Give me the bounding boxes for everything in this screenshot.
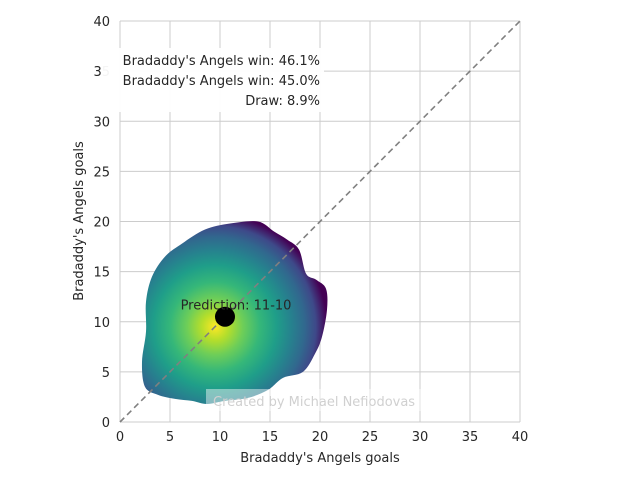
y-axis-label: Bradaddy's Angels goals <box>72 141 87 301</box>
x-tick-label: 35 <box>462 430 479 445</box>
x-tick-label: 15 <box>262 430 279 445</box>
x-tick-label: 0 <box>116 430 124 445</box>
y-tick-label: 30 <box>93 115 110 130</box>
annotation-box <box>102 48 324 112</box>
x-tick-label: 20 <box>312 430 329 445</box>
watermark-box <box>206 389 428 411</box>
y-tick-label: 25 <box>93 165 110 180</box>
x-axis-ticks: 0 5 10 15 20 25 30 35 40 <box>116 430 528 445</box>
y-tick-label: 20 <box>93 216 110 231</box>
y-tick-label: 5 <box>102 366 110 381</box>
x-tick-label: 5 <box>166 430 174 445</box>
prediction-marker <box>215 306 235 327</box>
annotation-home-win: Bradaddy's Angels win: 46.1% <box>123 54 320 69</box>
y-tick-label: 10 <box>93 316 110 331</box>
y-tick-label: 0 <box>102 416 110 431</box>
x-tick-label: 40 <box>512 430 529 445</box>
x-tick-label: 10 <box>212 430 229 445</box>
y-tick-label: 40 <box>93 15 110 30</box>
annotation-draw: Draw: 8.9% <box>245 94 320 109</box>
x-tick-label: 30 <box>412 430 429 445</box>
reference-diagonal-line <box>119 20 521 423</box>
prediction-label: Prediction: 11-10 <box>181 299 292 314</box>
watermark: Created by Michael Nefiodovas <box>213 395 415 410</box>
x-axis-label: Bradaddy's Angels goals <box>240 451 400 466</box>
x-tick-label: 25 <box>362 430 379 445</box>
y-tick-label: 15 <box>93 266 110 281</box>
density-region <box>141 221 328 404</box>
annotation-away-win: Bradaddy's Angels win: 45.0% <box>123 74 320 89</box>
